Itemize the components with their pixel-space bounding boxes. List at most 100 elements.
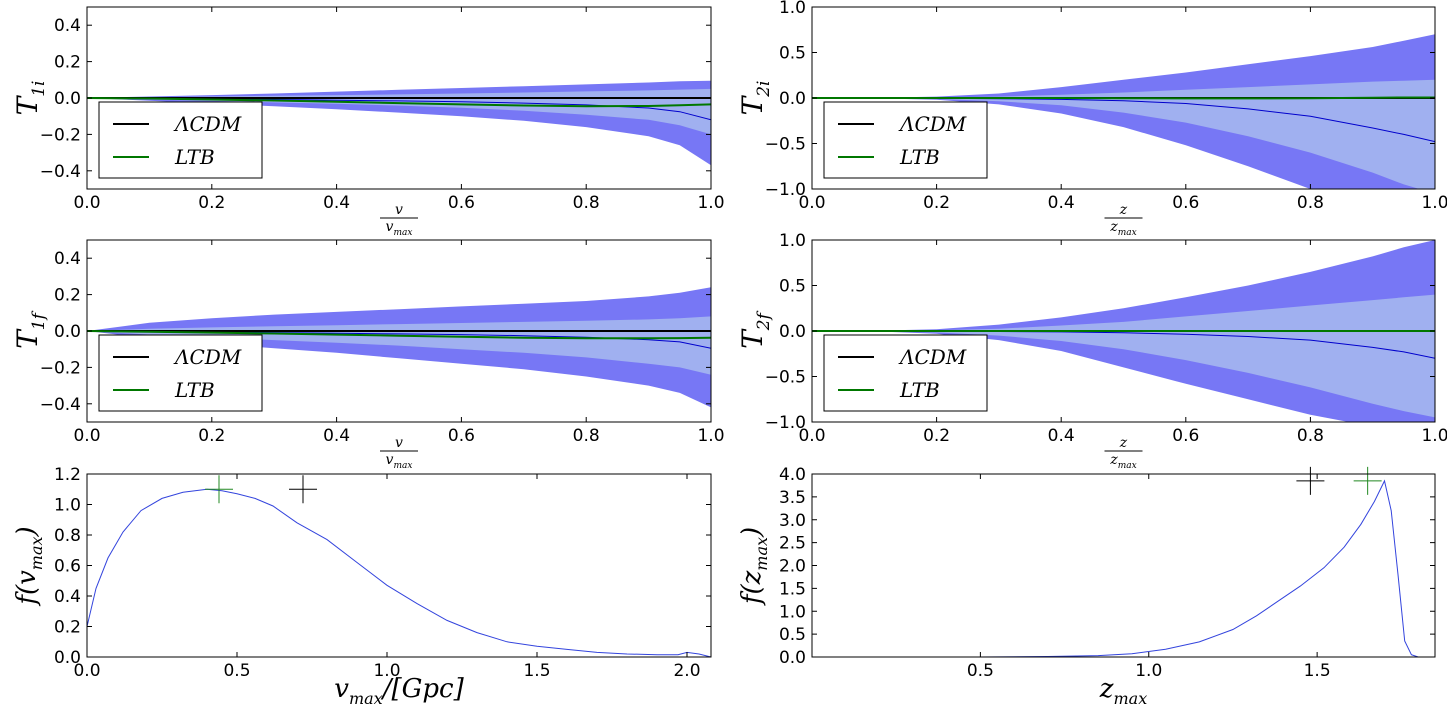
y-axis-label-sub: 2i (754, 81, 774, 98)
legend-lcdm-label: ΛCDM (898, 345, 967, 369)
legend-ltb-label: LTB (174, 378, 215, 402)
panel-f_vmax: 0.0 0.5 1.0 1.5 2.01.21.00.80.60.40.20.0f(vm… (12, 465, 712, 706)
x-tick-label: 0.8 (573, 193, 600, 213)
legend-lcdm-label: ΛCDM (173, 112, 242, 136)
y-tick-label: 0.5 (779, 625, 806, 645)
x-axis-label-sub: max (1113, 689, 1147, 706)
y-axis-label-main: T (736, 94, 769, 115)
y-tick-label: 1.5 (779, 579, 806, 599)
y-tick-label: 4.0 (779, 465, 806, 485)
y-tick-label: −0.2 (40, 358, 81, 378)
y-tick-label: 1.0 (54, 496, 81, 516)
y-axis-label: T1f (11, 310, 49, 349)
x-tick-label: 0.8 (573, 426, 600, 446)
y-tick-label: 0.0 (779, 648, 806, 668)
x-axis-denominator-sub: max (1118, 228, 1137, 238)
x-tick-label: 0.4 (323, 193, 350, 213)
x-tick-label: 0.4 (1048, 426, 1075, 446)
x-axis-denominator: vmax (386, 452, 413, 471)
marker-green (1353, 466, 1382, 495)
panel-T2f: ΛCDM LTB 0.0 0.2 0.4 0.6 0.8 1.0 1.0 0.5 0.0 −0.5 −1… (736, 231, 1447, 471)
x-axis-denominator-main: v (386, 452, 394, 468)
y-tick-label: 0.8 (54, 526, 81, 546)
y-axis-label-main: f(v (12, 570, 42, 607)
x-axis-denominator-main: z (1109, 452, 1118, 468)
x-tick-label: 0.5 (967, 661, 994, 681)
x-axis-label-main: z (1099, 674, 1114, 704)
marker-black (1296, 466, 1325, 495)
y-tick-label: −0.5 (765, 135, 806, 155)
y-axis-label-group: f(zmax) (737, 527, 771, 606)
panel-T2i: ΛCDM LTB 0.0 0.2 0.4 0.6 0.8 1.0 1.0 0.5 0.0 −0.5 −1… (736, 0, 1447, 238)
y-tick-label: 0.0 (779, 322, 806, 342)
x-tick-label: 1.0 (373, 661, 400, 681)
x-tick-label: 0.0 (73, 661, 100, 681)
x-tick-label: 0.0 (73, 426, 100, 446)
y-axis-label-group: T1i (11, 81, 49, 116)
panel-f_zmax: 0.5 1.0 1.54.03.53.02.52.01.51.00.50.0f(zm… (737, 465, 1436, 706)
y-axis-label-tail: ) (12, 526, 42, 537)
y-tick-label: 2.5 (779, 534, 806, 554)
y-axis-label-group: f(vmax) (12, 526, 46, 606)
axes-frame (811, 473, 1436, 658)
y-tick-label: −0.2 (40, 125, 81, 145)
x-axis-denominator: zmax (1109, 219, 1136, 238)
x-tick-label: 0.6 (1172, 426, 1199, 446)
y-axis-label: f(vmax) (12, 526, 46, 606)
y-axis-label: f(zmax) (737, 527, 771, 606)
x-axis-label: zmax (1099, 674, 1147, 706)
y-axis-label-sub: 2f (754, 310, 774, 331)
x-axis-denominator: vmax (386, 219, 413, 238)
x-axis-label-main: v (334, 674, 349, 704)
y-tick-label: 0.4 (54, 16, 81, 36)
y-tick-label: 0.0 (779, 89, 806, 109)
y-tick-label: 0.4 (54, 249, 81, 269)
y-tick-label: 0.0 (54, 89, 81, 109)
y-axis-label-main: f(z (737, 570, 767, 606)
inner-band (812, 294, 1435, 418)
plot-area (812, 240, 1435, 422)
legend-lcdm-label: ΛCDM (898, 112, 967, 136)
y-axis-label: T2f (736, 310, 774, 349)
legend: ΛCDM LTB (823, 334, 988, 412)
y-tick-label: 0.5 (779, 277, 806, 297)
y-tick-label: −0.4 (40, 395, 81, 415)
panel-T1f: ΛCDM LTB 0.0 0.2 0.4 0.6 0.8 1.0 0.4 0.2 0.0 −0.2 −0… (11, 239, 725, 471)
x-tick-label: 0.8 (1297, 193, 1324, 213)
x-axis-label-tail: /[Gpc] (380, 674, 465, 704)
x-tick-label: 0.5 (223, 661, 250, 681)
y-axis-label-main: T (736, 328, 769, 349)
x-tick-label: 1.0 (1135, 661, 1162, 681)
x-tick-label: 0.8 (1297, 426, 1324, 446)
legend-box (823, 334, 988, 412)
legend: ΛCDM LTB (98, 334, 263, 412)
x-tick-label: 0.0 (798, 426, 825, 446)
distribution-line (812, 479, 1435, 657)
x-axis-numerator: z (1119, 435, 1128, 451)
legend-box (823, 101, 988, 179)
legend: ΛCDM LTB (98, 101, 263, 179)
x-axis-denominator-main: z (1109, 219, 1118, 235)
y-axis-label-sub: max (27, 536, 46, 570)
x-axis-denominator-sub: max (1118, 461, 1137, 471)
y-axis-label-sub: max (752, 537, 771, 571)
y-tick-label: 1.2 (54, 465, 81, 485)
x-axis-denominator-sub: max (393, 228, 412, 238)
y-tick-label: 1.0 (779, 602, 806, 622)
legend-ltb-label: LTB (174, 145, 215, 169)
y-tick-label: −1.0 (765, 413, 806, 433)
y-tick-label: −0.5 (765, 368, 806, 388)
y-tick-label: 0.2 (54, 53, 81, 73)
plot-area (87, 488, 711, 657)
y-axis-label-group: T1f (11, 310, 49, 349)
y-tick-label: 0.5 (779, 44, 806, 64)
x-tick-label: 1.0 (697, 426, 724, 446)
legend-ltb-label: LTB (899, 378, 940, 402)
x-axis-numerator: v (395, 435, 403, 451)
x-tick-label: 0.2 (923, 193, 950, 213)
y-tick-label: 0.0 (54, 648, 81, 668)
y-tick-label: 1.0 (779, 231, 806, 251)
